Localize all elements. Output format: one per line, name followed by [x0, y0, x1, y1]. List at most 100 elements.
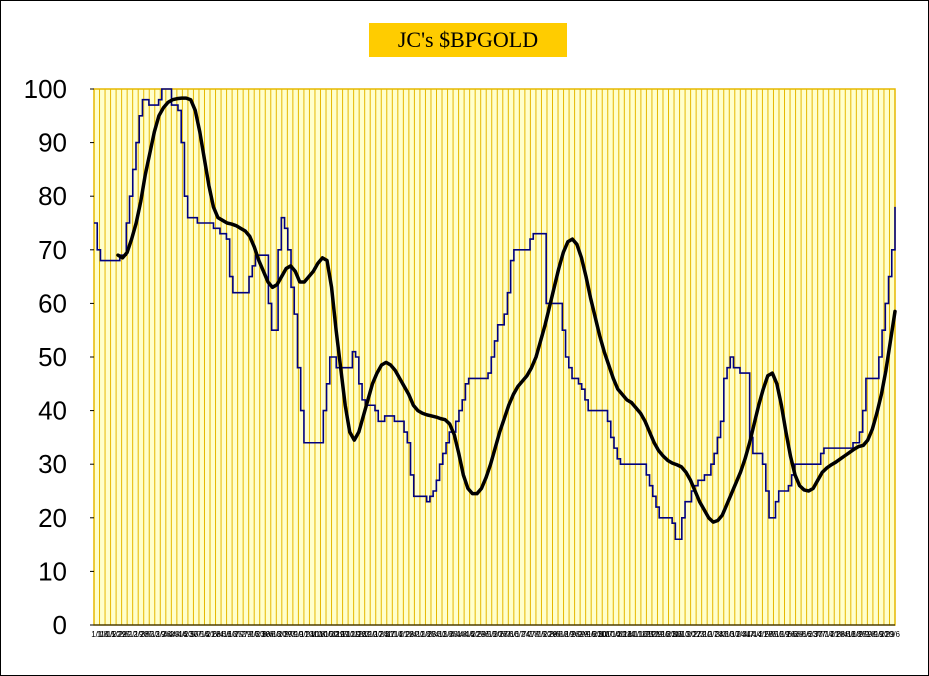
x-tick-label: 4/21: [752, 630, 768, 639]
x-tick-label: 3/18: [437, 630, 453, 639]
x-tick-label: 1/8: [97, 630, 109, 639]
x-tick-label: 3/17: [724, 630, 740, 639]
x-tick-label: 6/18: [222, 630, 238, 639]
x-tick-label: 12/30: [661, 630, 682, 639]
x-tick-label: 7/9: [240, 630, 252, 639]
x-tick-label: 1/1: [91, 630, 103, 639]
x-tick-label: 7/16: [244, 630, 260, 639]
x-tick-label: 11/11: [623, 630, 642, 639]
x-tick-label: 12/31: [374, 630, 395, 639]
x-tick-label: 1/20: [680, 630, 696, 639]
x-tick-label: 7/14: [818, 630, 834, 639]
x-tick-label: 6/16: [796, 630, 812, 639]
x-tick-label: 1/28: [398, 630, 414, 639]
x-tick-label: 3/31: [735, 630, 751, 639]
x-tick-label: 11/25: [634, 630, 654, 639]
x-tick-label: 4/16: [172, 630, 188, 639]
x-tick-label: 4/22: [465, 630, 481, 639]
x-tick-label: 9/8: [865, 630, 877, 639]
x-tick-label: 2/17: [702, 630, 718, 639]
x-tick-label: 7/29: [542, 630, 558, 639]
x-tick-label: 3/26: [155, 630, 171, 639]
x-tick-label: 2/18: [415, 630, 431, 639]
x-tick-label: 10/15: [313, 630, 334, 639]
x-tick-label: 5/5: [765, 630, 777, 639]
y-tick-label: 30: [38, 449, 67, 479]
x-tick-label: 1/27: [686, 630, 702, 639]
x-tick-label: 9/3: [285, 630, 297, 639]
x-tick-label: 11/4: [620, 630, 636, 639]
x-tick-label: 10/22: [319, 630, 340, 639]
x-tick-label: 6/17: [509, 630, 525, 639]
x-tick-label: 4/8: [456, 630, 468, 639]
y-axis-ticks: 0 10 20 30 40 50 60 70 80 90 100: [24, 74, 94, 640]
x-tick-label: 4/15: [459, 630, 475, 639]
x-tick-label: 6/2: [787, 630, 799, 639]
chart-title: JC's $BPGOLD: [369, 23, 567, 57]
x-tick-label: 4/14: [746, 630, 762, 639]
x-tick-label: 4/9: [169, 630, 181, 639]
x-tick-label: 1/7: [384, 630, 396, 639]
y-tick-label: 90: [38, 128, 67, 158]
x-tick-label: 11/5: [332, 630, 348, 639]
y-tick-label: 0: [53, 610, 67, 640]
x-tick-label: 5/6: [478, 630, 490, 639]
x-tick-label: 9/1: [859, 630, 871, 639]
x-tick-label: 10/14: [600, 630, 621, 639]
x-tick-label: 3/4: [428, 630, 440, 639]
x-tick-label: 2/12: [122, 630, 138, 639]
x-tick-label: 9/9: [577, 630, 589, 639]
x-tick-label: 5/21: [199, 630, 215, 639]
x-tick-label: 2/3: [693, 630, 705, 639]
x-tick-label: 2/19: [128, 630, 144, 639]
y-tick-label: 80: [38, 181, 67, 211]
x-tick-label: 1/22: [106, 630, 122, 639]
x-tick-label: 8/25: [851, 630, 867, 639]
x-tick-label: 9/2: [572, 630, 584, 639]
x-tick-label: 9/23: [586, 630, 602, 639]
x-tick-label: 7/30: [255, 630, 271, 639]
x-tick-label: 8/12: [553, 630, 569, 639]
x-tick-label: 7/28: [829, 630, 845, 639]
x-tick-label: 3/25: [443, 630, 459, 639]
x-tick-label: 8/5: [550, 630, 562, 639]
x-tick-label: 8/6: [262, 630, 274, 639]
x-tick-label: 10/7: [597, 630, 613, 639]
y-tick-label: 50: [38, 342, 67, 372]
x-tick-label: 6/24: [514, 630, 530, 639]
x-tick-label: 5/19: [774, 630, 790, 639]
x-tick-label: 2/26: [133, 630, 149, 639]
x-tick-label: 7/15: [531, 630, 547, 639]
x-tick-label: 4/28: [757, 630, 773, 639]
x-tick-label: 10/21: [606, 630, 627, 639]
x-tick-label: 5/20: [487, 630, 503, 639]
x-tick-label: 12/23: [656, 630, 677, 639]
x-tick-label: 8/13: [266, 630, 282, 639]
x-axis-ticks: 1/11/81/151/221/292/52/122/192/263/53/12…: [91, 630, 900, 639]
x-tick-label: 1/29: [111, 630, 127, 639]
x-tick-label: 5/14: [194, 630, 210, 639]
x-tick-label: 1/14: [387, 630, 403, 639]
x-tick-label: 9/16: [581, 630, 597, 639]
x-tick-label: 11/18: [628, 630, 648, 639]
x-tick-label: 7/2: [235, 630, 247, 639]
x-tick-label: 12/16: [650, 630, 671, 639]
x-tick-label: 4/23: [177, 630, 193, 639]
x-tick-label: 5/27: [492, 630, 508, 639]
x-tick-label: 10/29: [324, 630, 345, 639]
x-tick-label: 5/7: [191, 630, 203, 639]
x-tick-label: 12/24: [368, 630, 389, 639]
x-tick-label: 7/21: [824, 630, 840, 639]
x-tick-label: 2/5: [119, 630, 131, 639]
y-tick-label: 10: [38, 556, 67, 586]
x-tick-label: 7/22: [536, 630, 552, 639]
x-tick-label: 8/11: [841, 630, 857, 639]
x-tick-label: 3/19: [150, 630, 166, 639]
x-tick-label: 6/3: [500, 630, 512, 639]
x-tick-label: 9/10: [288, 630, 304, 639]
x-tick-label: 8/27: [277, 630, 293, 639]
x-tick-label: 1/6: [671, 630, 683, 639]
x-tick-label: 4/2: [163, 630, 175, 639]
series-raw-line: [94, 88, 896, 541]
x-tick-label: 5/26: [779, 630, 795, 639]
